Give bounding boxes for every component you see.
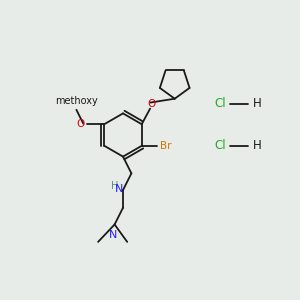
Text: O: O — [147, 99, 155, 109]
Text: Br: Br — [160, 141, 171, 151]
Text: O: O — [77, 119, 85, 129]
Text: N: N — [109, 230, 117, 240]
Text: Cl: Cl — [214, 97, 226, 110]
Text: methoxy: methoxy — [55, 96, 98, 106]
Text: H: H — [253, 97, 261, 110]
Text: N: N — [115, 184, 124, 194]
Text: H: H — [253, 139, 261, 152]
Text: H: H — [111, 182, 118, 191]
Text: Cl: Cl — [214, 139, 226, 152]
